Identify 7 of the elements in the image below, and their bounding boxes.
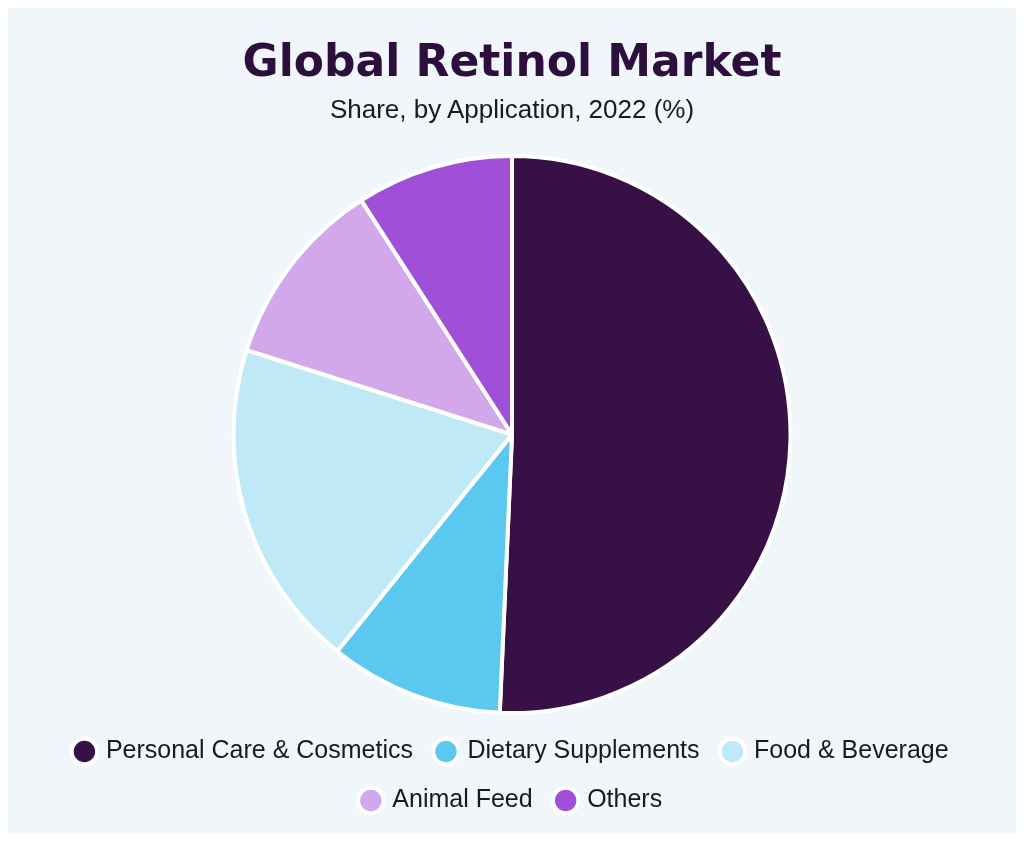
legend-label: Food & Beverage xyxy=(754,735,949,764)
legend-label: Personal Care & Cosmetics xyxy=(105,735,413,764)
chart-subtitle: Share, by Application, 2022 (%) xyxy=(329,93,695,124)
chart-title: Global Retinol Market xyxy=(242,34,782,86)
legend-label: Animal Feed xyxy=(392,784,533,813)
legend-label: Others xyxy=(587,784,663,813)
legend-label: Dietary Supplements xyxy=(467,735,700,764)
